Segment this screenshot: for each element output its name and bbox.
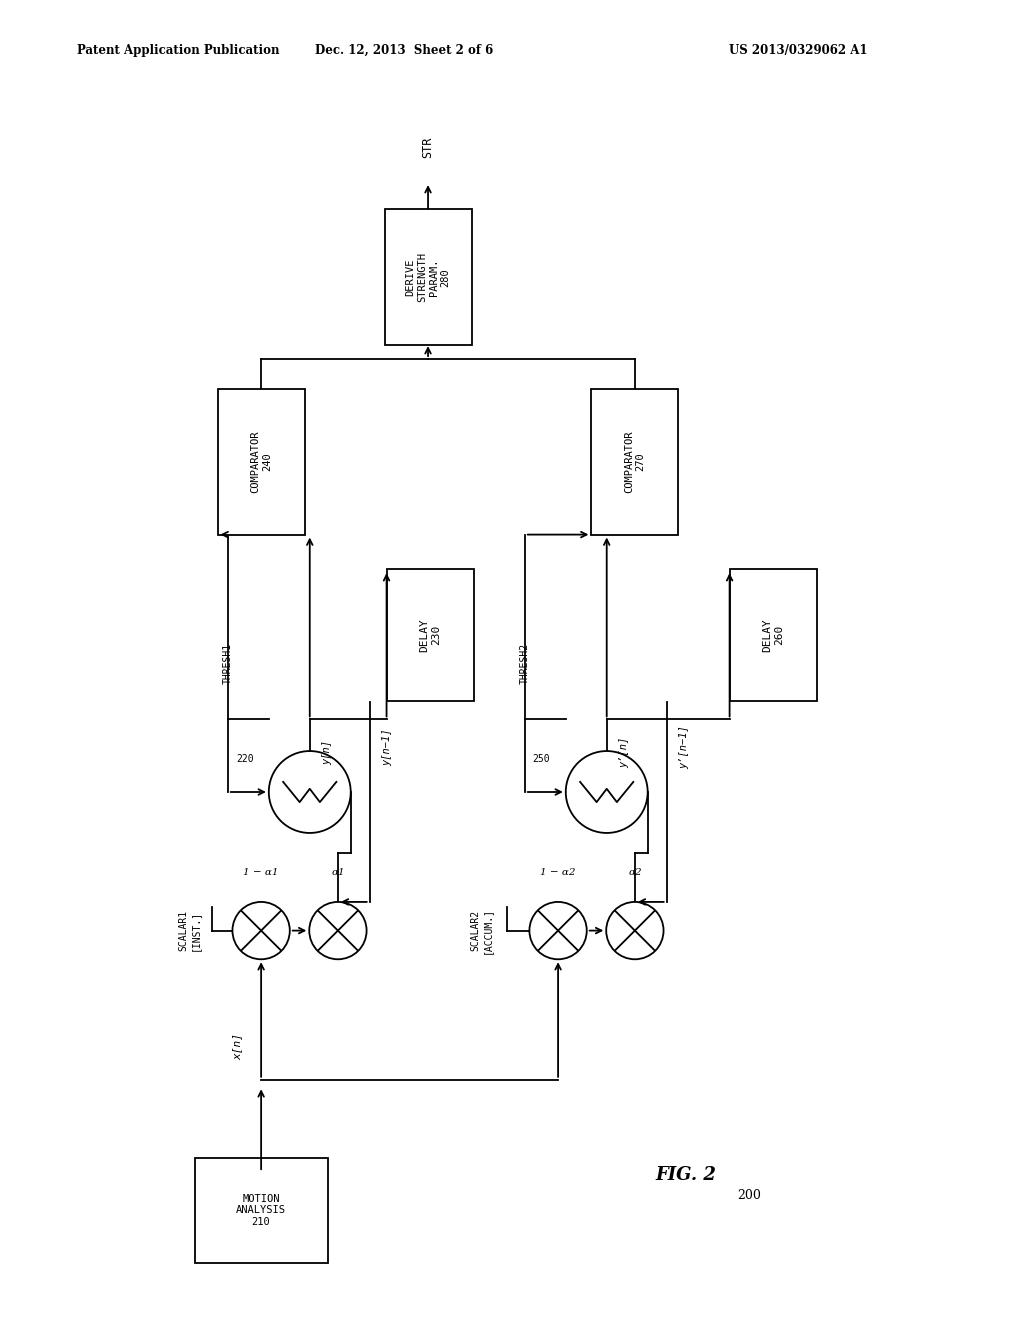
Bar — [592, 389, 678, 535]
Bar — [217, 389, 305, 535]
Text: y’[n]: y’[n] — [618, 737, 629, 768]
Text: 220: 220 — [236, 754, 254, 764]
Text: MOTION
ANALYSIS
210: MOTION ANALYSIS 210 — [237, 1193, 286, 1228]
Text: US 2013/0329062 A1: US 2013/0329062 A1 — [729, 44, 868, 57]
Text: 200: 200 — [737, 1189, 761, 1203]
Text: SCALAR1
[INST.]: SCALAR1 [INST.] — [178, 909, 201, 952]
Text: SCALAR2
[ACCUM.]: SCALAR2 [ACCUM.] — [470, 907, 493, 954]
Bar — [195, 1158, 328, 1263]
Ellipse shape — [529, 902, 587, 960]
Bar — [729, 569, 817, 701]
Text: Patent Application Publication: Patent Application Publication — [77, 44, 280, 57]
Text: FIG. 2: FIG. 2 — [655, 1166, 716, 1184]
Text: 1 − α1: 1 − α1 — [244, 869, 279, 878]
Text: α1: α1 — [331, 869, 345, 878]
Text: STR: STR — [422, 137, 434, 158]
Ellipse shape — [309, 902, 367, 960]
Ellipse shape — [232, 902, 290, 960]
Text: 250: 250 — [532, 754, 551, 764]
Text: THRESH2: THRESH2 — [520, 643, 529, 684]
Text: COMPARATOR
240: COMPARATOR 240 — [250, 430, 272, 494]
Text: DELAY
230: DELAY 230 — [419, 618, 441, 652]
Ellipse shape — [268, 751, 350, 833]
Text: y[n]: y[n] — [322, 741, 332, 764]
Text: x[n]: x[n] — [232, 1034, 243, 1060]
Bar — [385, 209, 471, 345]
Text: COMPARATOR
270: COMPARATOR 270 — [624, 430, 646, 494]
Text: DELAY
260: DELAY 260 — [762, 618, 784, 652]
Ellipse shape — [565, 751, 648, 833]
Text: DERIVE
STRENGTH
PARAM.
280: DERIVE STRENGTH PARAM. 280 — [406, 252, 451, 302]
Text: 1 − α2: 1 − α2 — [541, 869, 575, 878]
Text: y[n−1]: y[n−1] — [382, 729, 392, 766]
Bar — [387, 569, 473, 701]
Ellipse shape — [606, 902, 664, 960]
Text: THRESH1: THRESH1 — [223, 643, 232, 684]
Text: y’[n−1]: y’[n−1] — [679, 725, 689, 770]
Text: Dec. 12, 2013  Sheet 2 of 6: Dec. 12, 2013 Sheet 2 of 6 — [315, 44, 494, 57]
Text: α2: α2 — [628, 869, 642, 878]
